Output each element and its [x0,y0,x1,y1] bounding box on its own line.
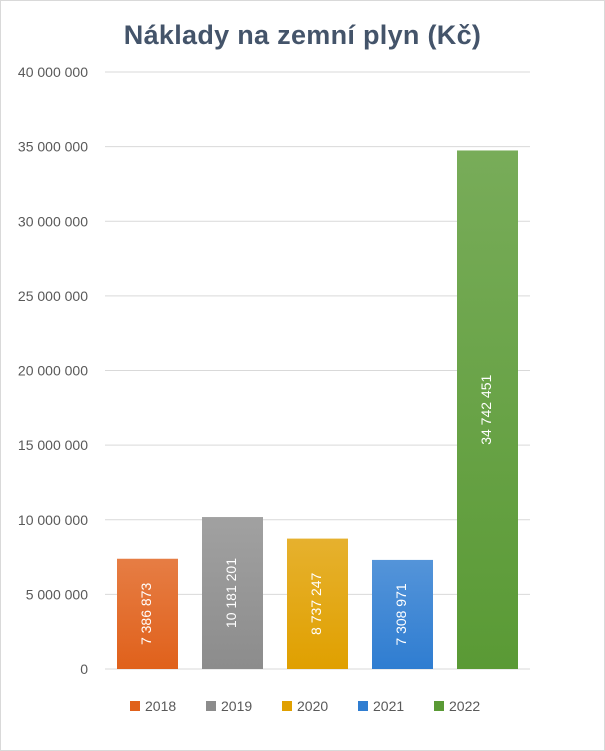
bar-2021 [372,559,433,669]
legend-swatch [358,701,368,711]
y-tick-label: 0 [80,661,88,677]
bar-2020 [287,538,348,669]
y-tick-label: 5 000 000 [26,586,88,602]
data-label: 7 308 971 [393,583,409,645]
legend-label: 2019 [221,698,252,714]
data-label: 10 181 201 [223,558,239,628]
legend-label: 2020 [297,698,328,714]
y-tick-label: 35 000 000 [18,139,88,155]
y-tick-label: 15 000 000 [18,437,88,453]
bar-2022 [457,150,518,669]
data-label: 8 737 247 [308,572,324,634]
legend-swatch [130,701,140,711]
data-label: 7 386 873 [138,583,154,645]
legend-label: 2021 [373,698,404,714]
y-tick-label: 40 000 000 [18,64,88,80]
legend-label: 2018 [145,698,176,714]
legend-swatch [206,701,216,711]
bar-2019 [202,517,263,669]
y-tick-label: 10 000 000 [18,512,88,528]
y-tick-label: 25 000 000 [18,288,88,304]
legend-swatch [282,701,292,711]
data-label: 34 742 451 [478,374,494,444]
y-tick-label: 30 000 000 [18,213,88,229]
y-tick-label: 20 000 000 [18,363,88,379]
legend-label: 2022 [449,698,480,714]
chart-title: Náklady na zemní plyn (Kč) [123,20,482,50]
bar-2018 [117,558,178,669]
legend-swatch [434,701,444,711]
